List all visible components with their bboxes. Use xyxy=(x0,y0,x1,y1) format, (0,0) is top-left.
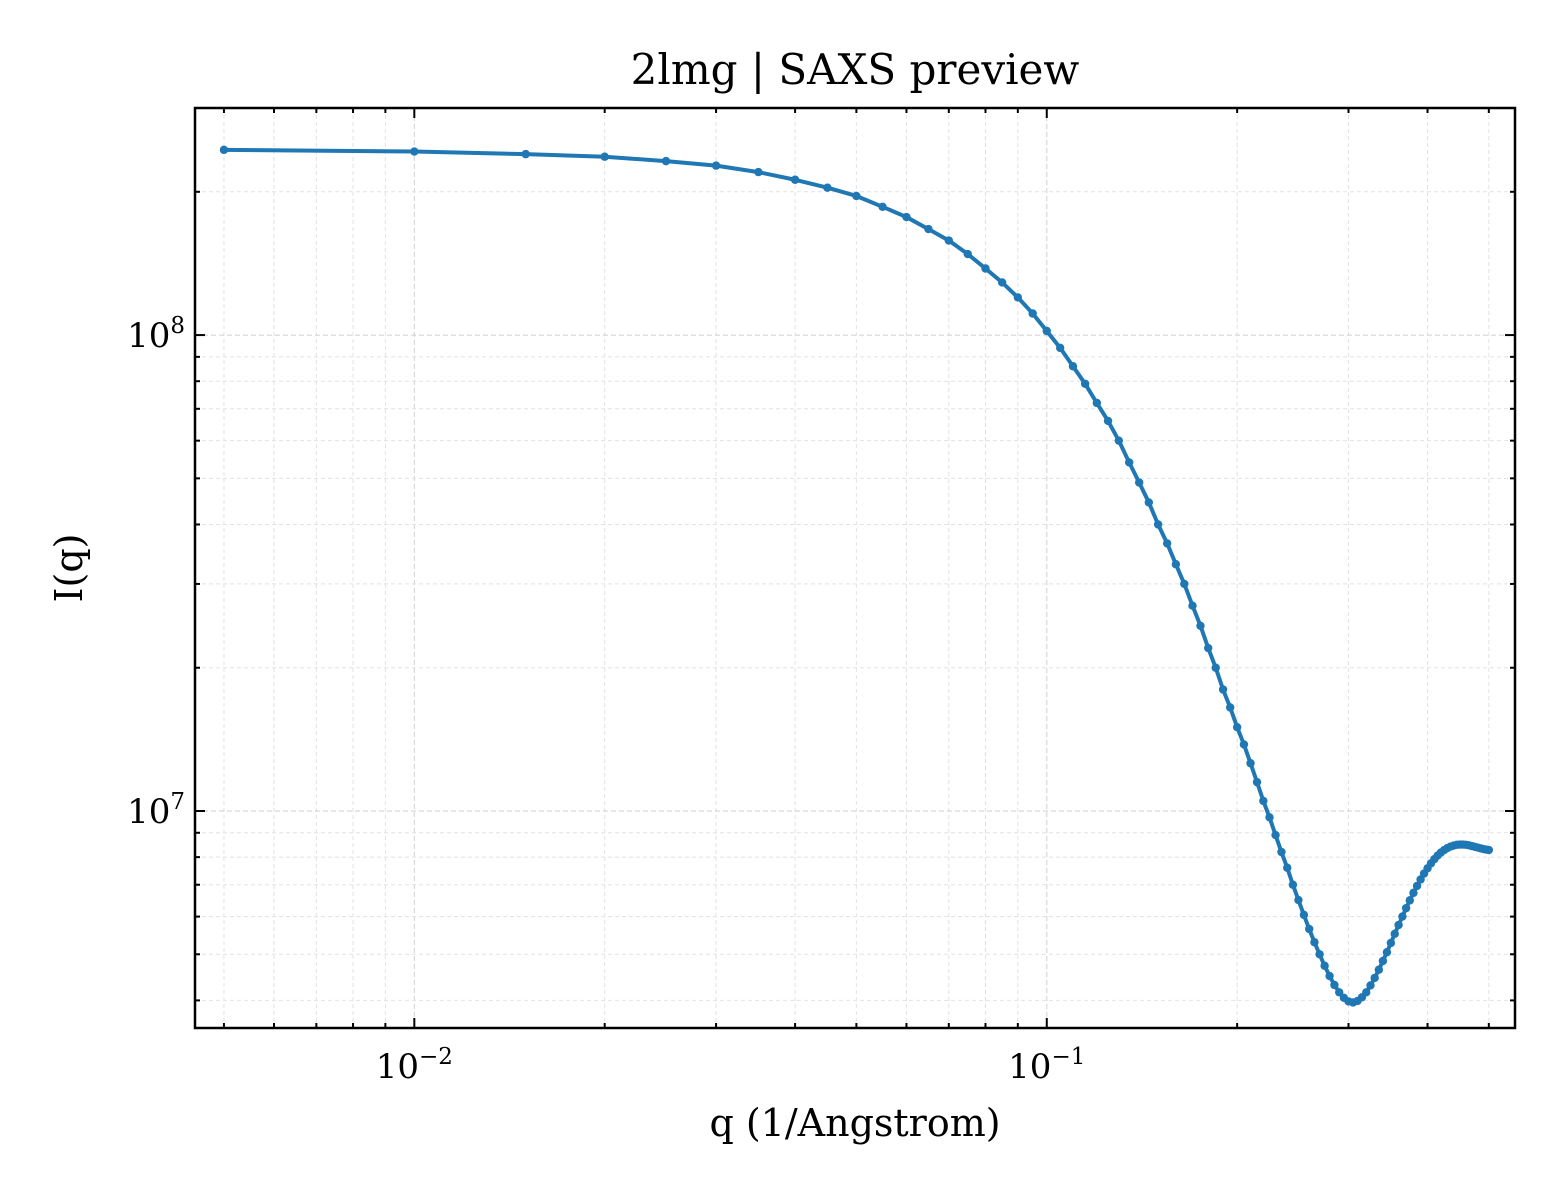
data-point xyxy=(1299,910,1309,920)
data-point xyxy=(1374,965,1384,974)
data-point xyxy=(823,183,832,192)
data-point xyxy=(924,224,933,234)
y-tick-label: 108 xyxy=(127,313,185,356)
data-point xyxy=(1114,436,1124,445)
tick-labels: 10−2 10−1 107 108 xyxy=(127,313,1085,1087)
data-point xyxy=(790,175,800,184)
data-point xyxy=(1134,478,1144,487)
data-point xyxy=(1013,293,1023,302)
data-point xyxy=(1390,929,1399,939)
data-point xyxy=(754,167,763,177)
data-point xyxy=(1386,938,1396,948)
data-point xyxy=(963,249,972,259)
data-point xyxy=(1409,888,1418,898)
grid-lines xyxy=(195,107,1515,1028)
data-point xyxy=(1320,961,1329,970)
data-point xyxy=(1484,845,1494,855)
data-point xyxy=(902,212,911,222)
x-tick-label: 10−2 xyxy=(376,1044,453,1087)
data-point xyxy=(1325,971,1334,981)
y-tick-label: 107 xyxy=(127,789,185,832)
data-point xyxy=(1310,938,1319,947)
data-point xyxy=(600,152,609,161)
axis-ticks xyxy=(195,107,1515,1028)
data-point xyxy=(1366,981,1375,990)
data-point xyxy=(1378,956,1388,966)
chart-title: 2lmg | SAXS preview xyxy=(631,45,1080,94)
data-point xyxy=(1204,643,1213,653)
data-point xyxy=(1362,988,1371,997)
data-point xyxy=(1028,309,1037,318)
y-axis-label: I(q) xyxy=(47,534,91,603)
data-point xyxy=(997,278,1007,287)
x-tick-label: 10−1 xyxy=(1008,1044,1085,1087)
data-point xyxy=(1055,343,1065,353)
data-point xyxy=(1171,560,1181,569)
data-point xyxy=(1162,539,1172,548)
data-point xyxy=(944,236,953,245)
data-point xyxy=(1211,663,1220,672)
data-point xyxy=(1370,973,1379,983)
data-point xyxy=(410,147,419,156)
data-point xyxy=(1246,759,1255,768)
data-point xyxy=(1252,777,1262,787)
data-point xyxy=(1405,896,1415,905)
series-group xyxy=(219,145,1494,1007)
data-point xyxy=(1394,920,1403,930)
plot-frame xyxy=(193,106,1517,1030)
data-point xyxy=(1382,948,1392,957)
data-point xyxy=(661,156,671,166)
data-point xyxy=(1277,847,1286,857)
data-point xyxy=(1265,813,1274,822)
data-point xyxy=(1196,621,1205,630)
data-point xyxy=(1225,703,1235,712)
data-point xyxy=(1335,988,1344,997)
data-point xyxy=(1239,740,1249,749)
data-point xyxy=(1218,685,1228,694)
data-point xyxy=(1153,520,1163,529)
data-point xyxy=(711,161,721,170)
data-point xyxy=(878,202,887,212)
data-point xyxy=(1124,458,1134,467)
data-point xyxy=(1042,326,1051,336)
data-point xyxy=(1188,601,1197,610)
data-point xyxy=(1288,880,1298,889)
data-point xyxy=(1330,980,1339,990)
data-point xyxy=(1232,723,1242,732)
data-point xyxy=(1068,362,1078,371)
data-point xyxy=(1412,881,1422,891)
data-point xyxy=(852,191,861,201)
data-point xyxy=(1401,903,1411,913)
data-point xyxy=(1092,398,1102,408)
data-point xyxy=(1144,498,1154,507)
x-axis-label: q (1/Angstrom) xyxy=(709,1101,1000,1145)
data-point xyxy=(1080,379,1090,388)
data-point xyxy=(1315,950,1324,959)
data-point xyxy=(521,149,530,159)
data-point xyxy=(1259,796,1268,806)
data-point xyxy=(1180,579,1189,589)
data-point xyxy=(219,145,229,155)
data-point xyxy=(1271,830,1280,840)
data-point xyxy=(1283,863,1292,872)
data-point xyxy=(1398,912,1407,921)
data-point xyxy=(1294,895,1303,905)
data-point xyxy=(1103,416,1113,426)
data-point xyxy=(981,264,990,273)
data-point xyxy=(1305,924,1314,934)
